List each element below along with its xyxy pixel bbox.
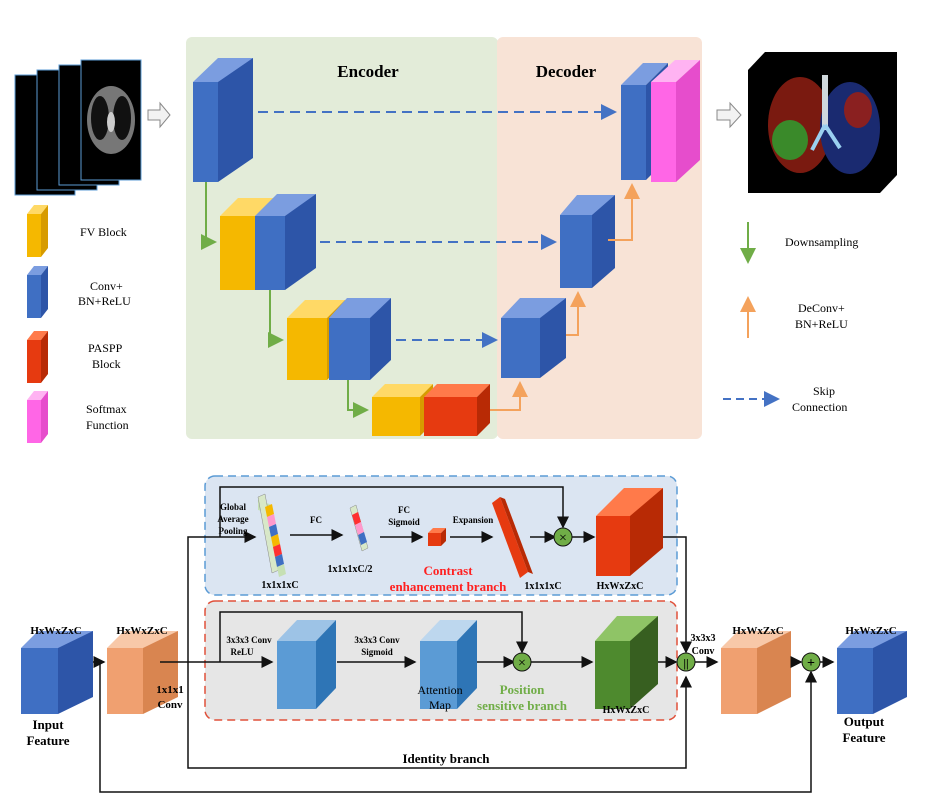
vec1-label: 1x1x1xC [261,580,298,591]
position-branch-name-1: Position [500,682,546,697]
conv-sig-label-1: 3x3x3 Conv [354,635,400,645]
downsampling-arrow-1 [201,182,217,250]
vec2-label: 1x1x1xC/2 [328,564,373,575]
legend-softmax-label-2: Function [86,418,129,432]
legend-deconv-label-1: DeConv+ [798,301,845,315]
output-dim-label: HxWxZxC [845,625,896,637]
deconv-arrow-1 [490,381,528,411]
input-label-2: Feature [26,733,69,748]
conv1-dim-label: HxWxZxC [116,625,167,637]
fc-sig-label-2: Sigmoid [388,517,420,527]
position-out-dim: HxWxZxC [603,705,650,716]
contrast-to-concat-line [663,536,692,654]
legend-paspp-label-1: PASPP [88,341,123,355]
multiply-op-1: × [553,527,573,547]
fc-sigmoid-cube [428,528,446,546]
svg-text:×: × [518,656,526,671]
softmax-block [651,60,700,182]
legend-paspp-label-2: Block [92,357,121,371]
expanded-vector [492,497,533,578]
encoder-conv-block-3 [329,298,391,380]
svg-text:||: || [683,656,688,670]
legend-conv-block: Conv+ BN+ReLU [27,266,131,318]
contrast-output-cube [596,488,663,576]
contrast-out-dim: HxWxZxC [597,581,644,592]
legend-conv-label-2: BN+ReLU [78,294,131,308]
paspp-block [424,384,490,436]
deconv-arrow-2 [566,291,586,336]
add-op: + [801,652,821,672]
conv3-label-2: Conv [692,646,715,657]
vec3-label: 1x1x1xC [524,581,561,592]
input-label-1: Input [32,717,64,732]
deconv-arrow-3 [608,183,640,241]
fc-label: FC [310,515,322,525]
fc-sig-label-1: FC [398,505,410,515]
to-contrast-line [187,531,257,662]
svg-text:+: + [807,656,815,671]
att-map-label-2: Map [429,698,451,712]
legend-skip-label-1: Skip [813,384,835,398]
segmentation-output-image [748,52,897,193]
decoder-conv-block-2 [560,195,615,288]
gap-label-1: Global [220,502,247,512]
position-output-cube [595,616,658,709]
identity-branch-label: Identity branch [402,751,490,766]
input-flow-arrow [147,101,171,129]
legend-conv-label-1: Conv+ [90,279,123,293]
conv-relu-label-2: ReLU [231,647,254,657]
output-flow-arrow [716,101,742,129]
legend-paspp-block: PASPP Block [27,331,123,383]
decoder-title: Decoder [536,62,597,81]
conv3-dim-label: HxWxZxC [732,625,783,637]
legend-skip-label-2: Connection [792,400,847,414]
position-conv-cube [277,620,336,709]
encoder-conv-block-1 [193,58,253,182]
multiply-op-2: × [512,652,532,672]
identity-line [187,662,692,769]
conv1x1-cube [107,631,178,714]
conv1-label-2: Conv [157,699,183,711]
expansion-label: Expansion [453,515,494,525]
ct-slice-stack [14,59,142,196]
attention-map-cube [420,620,477,709]
downsampling-arrow-3 [347,380,369,418]
decoder-conv-block-1 [501,298,566,378]
output-label-1: Output [844,714,885,729]
position-bypass-line [219,611,528,662]
conv-relu-label-1: 3x3x3 Conv [226,635,272,645]
gap-vector-stack [257,493,286,577]
legend-fv-block: FV Block [27,205,127,257]
conv3-label-1: 3x3x3 [691,633,716,644]
att-map-label-1: Attention [417,683,462,697]
input-feature-cube [21,631,93,714]
fc-vector [349,504,369,552]
gap-label-2: Average [217,514,248,524]
encoder-panel [186,37,498,439]
output-label-2: Feature [842,730,885,745]
conv3-cube [721,631,791,714]
conv1-label-1: 1x1x1 [156,684,184,696]
legend-softmax-label-1: Softmax [86,402,127,416]
input-dim-label: HxWxZxC [30,625,81,637]
skip-to-output-line [99,662,817,793]
encoder-conv-block-2 [255,194,316,290]
legend-deconv-label-2: BN+ReLU [795,317,848,331]
downsampling-arrow-2 [268,290,284,348]
encoder-fv-block-3 [372,384,433,436]
contrast-branch-name-1: Contrast [423,563,473,578]
position-branch-name-2: sensitive branch [477,698,568,713]
legend-downsampling-label: Downsampling [785,235,858,249]
legend-fv-label: FV Block [80,225,127,239]
svg-text:×: × [559,531,567,546]
legend-softmax-block: Softmax Function [27,391,129,443]
conv-sig-label-2: Sigmoid [361,647,393,657]
gap-label-3: Pooling [218,526,248,536]
encoder-title: Encoder [337,62,399,81]
contrast-branch-name-2: enhancement branch [390,579,507,594]
contrast-bypass-line [219,486,569,537]
output-feature-cube [837,631,907,714]
